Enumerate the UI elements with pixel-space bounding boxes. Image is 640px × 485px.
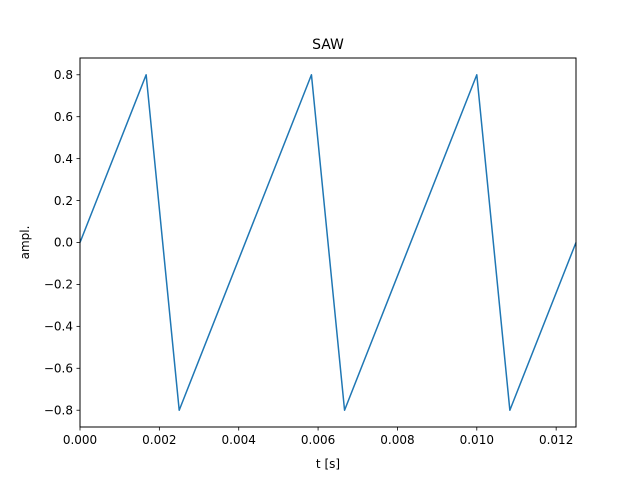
x-axis-label: t [s] [316, 457, 340, 471]
x-tick-label: 0.002 [142, 433, 176, 447]
axes-frame [79, 57, 577, 428]
plot-area [79, 58, 577, 427]
chart-title: SAW [312, 37, 344, 53]
y-axis-ticks: −0.8 −0.6 −0.4 −0.2 0.0 0.2 0.4 0.6 0.8 [44, 68, 80, 417]
y-tick-label: 0.2 [54, 194, 73, 208]
y-tick-label: 0.0 [54, 236, 73, 250]
y-tick-label: −0.8 [44, 403, 73, 417]
y-tick-label: 0.8 [54, 68, 73, 82]
x-tick-label: 0.006 [301, 433, 335, 447]
y-tick-label: 0.6 [54, 110, 73, 124]
x-axis-ticks: 0.000 0.002 0.004 0.006 0.008 0.010 0.012 [63, 427, 573, 447]
x-tick-label: 0.010 [460, 433, 494, 447]
y-tick-label: −0.2 [44, 278, 73, 292]
x-tick-label: 0.004 [222, 433, 256, 447]
x-tick-label: 0.008 [380, 433, 414, 447]
x-tick-label: 0.012 [539, 433, 573, 447]
y-tick-label: −0.6 [44, 361, 73, 375]
y-tick-label: 0.4 [54, 152, 73, 166]
x-tick-label: 0.000 [63, 433, 97, 447]
y-tick-label: −0.4 [44, 320, 73, 334]
series-line-0 [79, 74, 577, 411]
y-axis-label: ampl. [18, 226, 32, 260]
